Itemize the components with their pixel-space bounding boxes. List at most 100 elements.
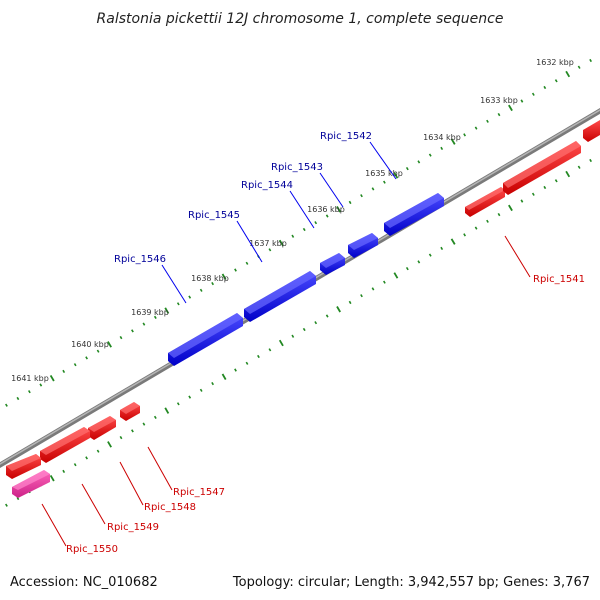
minor-tick [428, 153, 432, 157]
minor-tick [39, 383, 43, 387]
major-tick [221, 273, 227, 281]
minor-tick [543, 85, 547, 90]
minor-tick [211, 381, 214, 386]
major-tick [278, 239, 284, 247]
minor-tick [383, 280, 386, 284]
forward-gene-labels: Rpic_1542 Rpic_1543 Rpic_1544 Rpic_1545 … [114, 131, 372, 265]
tick-label: 1638 kbp [191, 274, 229, 283]
minor-tick [486, 119, 489, 123]
minor-tick [360, 194, 363, 198]
minor-tick [497, 112, 501, 117]
minor-tick [325, 214, 329, 218]
minor-tick [531, 192, 535, 196]
minor-tick [463, 233, 466, 237]
minor-tick [245, 261, 249, 265]
tick-label: 1640 kbp [71, 340, 109, 349]
minor-tick [417, 260, 421, 264]
minor-tick [268, 248, 272, 252]
gene-label-rpic-1545[interactable]: Rpic_1545 [188, 210, 240, 221]
gene-arrow-offscreen [583, 120, 600, 142]
major-tick [107, 441, 112, 448]
minor-tick [371, 287, 375, 291]
minor-tick [325, 314, 329, 318]
leader-rpic-1546 [161, 264, 187, 304]
minor-tick [234, 268, 237, 272]
minor-tick [153, 315, 157, 320]
minor-tick [348, 200, 352, 205]
tick-label: 1636 kbp [307, 205, 345, 214]
minor-tick [16, 396, 20, 401]
major-tick [565, 170, 571, 178]
minor-tick [440, 246, 444, 251]
major-tick [508, 104, 513, 112]
minor-tick [543, 185, 547, 190]
major-tick [278, 339, 284, 347]
major-tick [221, 373, 227, 381]
leader-rpic-1545 [236, 220, 263, 263]
minor-tick [119, 435, 123, 440]
major-tick [49, 374, 55, 382]
gene-arrow-top [465, 187, 505, 210]
minor-tick [589, 158, 592, 163]
gene-arrow-top [503, 141, 581, 188]
minor-tick [348, 300, 352, 305]
minor-tick [577, 165, 581, 169]
minor-tick [142, 422, 146, 426]
minor-tick [577, 65, 581, 69]
gene-label-rpic-1544[interactable]: Rpic_1544 [241, 180, 293, 191]
gene-arrow-top [348, 233, 378, 250]
gene-arrow-top [384, 193, 444, 228]
minor-tick [131, 429, 134, 433]
minor-tick [96, 349, 100, 353]
reverse-gene-labels: Rpic_1541 Rpic_1547 Rpic_1548 Rpic_1549 … [66, 274, 585, 555]
gene-arrow-top [168, 313, 243, 358]
minor-tick [62, 469, 66, 474]
tick-track-outer [5, 58, 592, 407]
forward-label-leaders [161, 141, 397, 304]
leader-rpic-1544 [289, 190, 315, 229]
tick-label: 1634 kbp [423, 133, 461, 142]
minor-tick [16, 496, 20, 501]
tick-label: 1637 kbp [249, 239, 287, 248]
reverse-label-leaders [41, 235, 531, 547]
minor-tick [176, 402, 180, 406]
gene-label-rpic-1543[interactable]: Rpic_1543 [271, 162, 323, 173]
minor-tick [73, 363, 77, 367]
gene-label-rpic-1549[interactable]: Rpic_1549 [107, 522, 159, 533]
leader-rpic-1549 [81, 483, 106, 525]
major-tick [49, 474, 55, 482]
accession-text: Accession: NC_010682 [10, 575, 158, 590]
gene-label-rpic-1546[interactable]: Rpic_1546 [114, 254, 166, 265]
tick-label: 1635 kbp [365, 169, 403, 178]
minor-tick [531, 92, 535, 96]
gene-label-rpic-1547[interactable]: Rpic_1547 [173, 487, 225, 498]
minor-tick [131, 329, 134, 333]
major-tick [450, 238, 456, 245]
gene-label-rpic-1541[interactable]: Rpic_1541 [533, 274, 585, 285]
minor-tick [314, 321, 318, 325]
minor-tick [405, 166, 409, 171]
tick-label: 1633 kbp [480, 96, 518, 105]
minor-tick [302, 327, 306, 332]
gene-arrow-top [40, 427, 90, 455]
tick-label: 1632 kbp [536, 58, 574, 67]
leader-rpic-1541 [504, 235, 531, 278]
minor-tick [463, 133, 466, 137]
major-tick [164, 307, 170, 314]
minor-tick [360, 294, 363, 298]
gene-label-rpic-1542[interactable]: Rpic_1542 [320, 131, 372, 142]
gene-label-rpic-1550[interactable]: Rpic_1550 [66, 544, 118, 555]
minor-tick [188, 395, 192, 399]
minor-tick [497, 212, 501, 217]
gene-label-rpic-1548[interactable]: Rpic_1548 [144, 502, 196, 513]
map-title: Ralstonia pickettii 12J chromosome 1, co… [97, 11, 504, 27]
major-tick [393, 172, 399, 179]
minor-tick [257, 354, 260, 359]
minor-tick [554, 79, 558, 83]
minor-tick [474, 126, 478, 130]
minor-tick [62, 369, 66, 374]
minor-tick [291, 234, 295, 238]
leader-rpic-1543 [319, 172, 344, 208]
minor-tick [188, 295, 192, 299]
major-tick [565, 70, 571, 78]
